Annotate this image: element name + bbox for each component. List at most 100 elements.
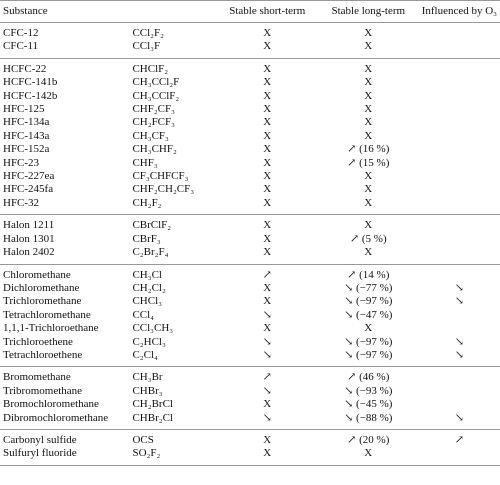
table-body: CFC-12 CCl₂F₂ X X CFC-11 CCl₃F X X HCFC-22 CHClF₂… <box>0 23 500 466</box>
table-row: Dibromochloromethane CHBr₂Cl ↘ ↘ (−88 %) ↘ <box>0 411 500 430</box>
header-row: Substance Stable short-term Stable long-te… <box>0 0 500 23</box>
formula-cell: CHF₃ <box>132 156 158 169</box>
substance-cell: HFC-32 <box>0 196 130 216</box>
table-row: HFC-152a CH₃CHF₂ X ↗ (16 %) <box>0 143 500 156</box>
formula-cell: CHF₂CF₃ <box>132 103 175 116</box>
formula-cell: CH₂FCF₃ <box>132 116 175 129</box>
ozone-cell <box>419 367 500 385</box>
substance-cell: CFC-12 <box>3 27 39 39</box>
ozone-cell <box>419 183 500 196</box>
table-row: Halon 1301 CBrF₃ X ↗ (5 %) <box>0 233 500 246</box>
formula-cell: CH₃Cl <box>132 268 162 281</box>
short-term-cell: X <box>263 129 272 142</box>
short-term-cell: X <box>263 295 272 308</box>
long-term-cell: X <box>364 76 373 89</box>
long-term-cell: ↘ (−77 %) <box>344 281 393 294</box>
long-term-cell: X <box>364 103 373 116</box>
substance-cell: 1,1,1-Trichloroethane <box>3 322 99 335</box>
short-term-cell: ↘ <box>262 384 272 397</box>
ozone-cell <box>419 130 500 143</box>
header-cell: Influenced by O₃ <box>418 0 500 23</box>
long-term-cell: X <box>317 40 419 59</box>
long-term-cell: X <box>364 27 373 39</box>
substance-cell: CFC-11 <box>0 40 130 59</box>
long-term-cell: ↗ (46 %) <box>347 371 390 384</box>
table-row: 1,1,1-Trichloroethane CCl₃CH₃ X X <box>0 322 500 335</box>
long-term-cell: X <box>317 246 419 265</box>
ozone-cell <box>419 322 500 335</box>
formula-cell: CHClF₂ <box>132 62 169 75</box>
ozone-cell <box>419 90 500 103</box>
long-term-cell: X <box>364 89 373 102</box>
table-row: Chloromethane CH₃Cl ↗ ↗ (14 %) <box>0 264 500 282</box>
header-cell: Stable short-term <box>216 0 318 23</box>
substance-cell: Chloromethane <box>3 268 71 281</box>
long-term-cell: ↘ (−93 %) <box>344 384 393 397</box>
formula-cell: CH₃CHF₂ <box>132 143 177 156</box>
formula-cell: CHCl₃ <box>132 295 162 308</box>
formula-cell: CH₂F₂ <box>129 196 217 216</box>
table-row: Sulfuryl fluoride SO₂F₂ X X <box>0 447 500 466</box>
table-row: Trichloroethene C₂HCl₃ ↘ ↘ (−97 %) ↘ <box>0 336 500 349</box>
ozone-cell <box>419 170 500 183</box>
ozone-cell: ↘ <box>418 348 500 368</box>
substance-cell: Trichloroethene <box>3 335 73 348</box>
substance-cell: HFC-245fa <box>3 183 54 196</box>
table-row: Tetrachloroethene C₂Cl₄ ↘ ↘ (−97 %) ↘ <box>0 348 500 368</box>
short-term-cell: X <box>263 322 272 335</box>
ozone-cell: ↘ <box>454 295 464 308</box>
long-term-cell: X <box>364 170 373 183</box>
short-term-cell: X <box>216 40 318 59</box>
ozone-cell <box>419 398 500 411</box>
table-row: HFC-23 CHF₃ X ↗ (15 %) <box>0 157 500 170</box>
short-term-cell: ↘ <box>216 348 318 368</box>
short-term-cell: X <box>263 219 272 232</box>
substance-cell: Sulfuryl fluoride <box>0 447 130 466</box>
formula-cell: CH₂Cl₂ <box>132 281 166 294</box>
ozone-cell <box>419 385 500 398</box>
ozone-cell <box>419 233 500 246</box>
table-row: Halon 2402 C₂Br₂F₄ X X <box>0 246 500 265</box>
ozone-cell <box>419 215 500 233</box>
table-row: Halon 1211 CBrClF₂ X X <box>0 215 500 233</box>
table-row: Tribromomethane CHBr₃ ↘ ↘ (−93 %) <box>0 385 500 398</box>
ozone-cell <box>419 264 500 282</box>
table-row: Bromochloromethane CH₂BrCl X ↘ (−45 %) <box>0 398 500 411</box>
long-term-cell: ↘ (−97 %) <box>344 335 393 348</box>
substance-cell: Tetrachloroethene <box>0 348 130 368</box>
table-row: HFC-134a CH₂FCF₃ X X <box>0 116 500 129</box>
ozone-cell <box>418 447 500 466</box>
formula-cell: CH₃Br <box>132 371 163 384</box>
formula-cell: C₂Cl₄ <box>129 348 217 368</box>
ozone-cell <box>419 23 500 41</box>
formula-cell: OCS <box>132 433 154 446</box>
ozone-cell <box>419 58 500 76</box>
long-term-cell: ↘ (−97 %) <box>344 295 393 308</box>
short-term-cell: X <box>263 103 272 116</box>
formula-cell: CH₃CCl₂F <box>132 76 180 89</box>
long-term-cell: ↗ (14 %) <box>347 268 390 281</box>
table-row: HFC-143a CH₃CF₃ X X <box>0 130 500 143</box>
long-term-cell: ↗ (5 %) <box>349 232 387 245</box>
substance-cell: Trichloromethane <box>3 295 82 308</box>
short-term-cell: X <box>263 89 272 102</box>
long-term-cell: X <box>364 116 373 129</box>
short-term-cell: X <box>263 281 272 294</box>
formula-cell: CBrF₃ <box>132 232 161 245</box>
substance-cell: HCFC-142b <box>3 89 58 102</box>
short-term-cell: X <box>263 170 272 183</box>
short-term-cell: X <box>263 183 272 196</box>
substance-cell: HFC-125 <box>3 103 45 116</box>
ozone-cell: ↘ <box>454 335 464 348</box>
formula-cell: SO₂F₂ <box>129 447 217 466</box>
short-term-cell: ↗ <box>262 268 272 281</box>
substance-cell: Halon 1211 <box>3 219 55 232</box>
table-row: HCFC-141b CH₃CCl₂F X X <box>0 76 500 89</box>
long-term-cell: X <box>317 196 419 216</box>
table-row: Trichloromethane CHCl₃ X ↘ (−97 %) ↘ <box>0 295 500 308</box>
ozone-cell <box>418 40 500 59</box>
ozone-cell: ↘ <box>418 411 500 430</box>
formula-cell: CCl₃F <box>129 40 217 59</box>
formula-cell: C₂Br₂F₄ <box>129 246 217 265</box>
